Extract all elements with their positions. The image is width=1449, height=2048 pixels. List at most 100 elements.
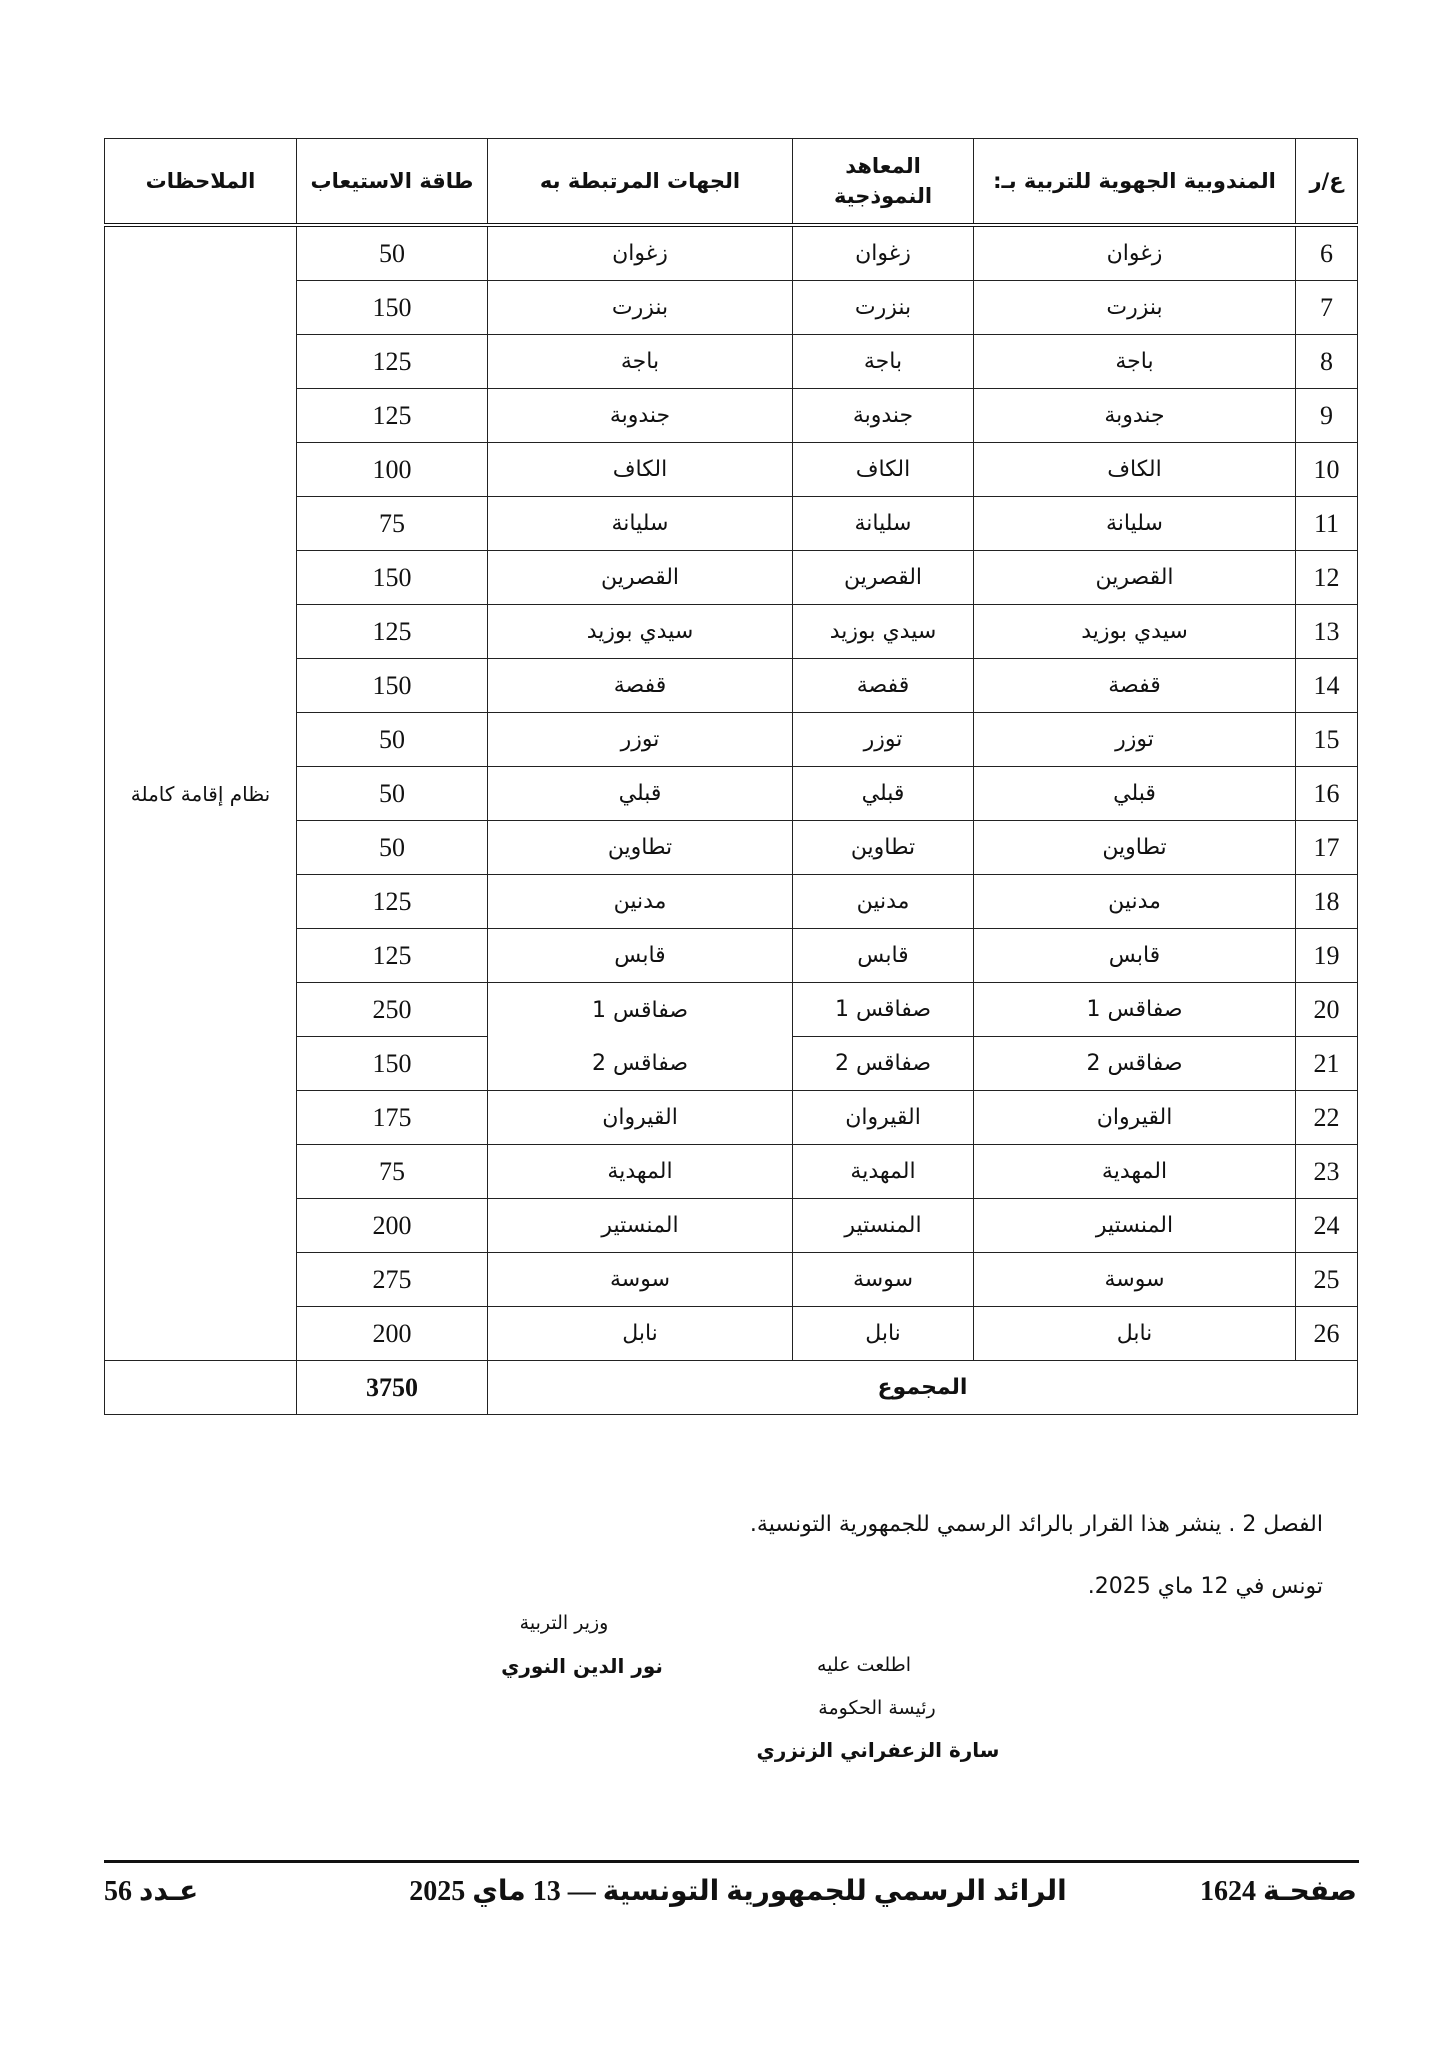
linked-cell: سوسة [487, 1252, 793, 1307]
row-number: 24 [1295, 1198, 1358, 1253]
table-row: 20 صفاقس 1 صفاقس 1 صفاقس 1 صفاقس 2 250 [105, 982, 1358, 1091]
capacity-cell: 275 [296, 1252, 488, 1307]
table-row: 22 القيروان القيروان القيروان 175 [105, 1090, 1358, 1145]
region-cell: المهدية [973, 1144, 1296, 1199]
institute-cell: مدنين [792, 874, 974, 929]
linked-cell: المهدية [487, 1144, 793, 1199]
capacity-cell: 75 [296, 1144, 488, 1199]
institute-cell: القيروان [792, 1090, 974, 1145]
row-number: 10 [1295, 442, 1358, 497]
row-number: 11 [1295, 496, 1358, 551]
date-line: تونس في 12 ماي 2025. [1087, 1574, 1323, 1599]
linked-cell: بنزرت [487, 280, 793, 335]
region-cell: سوسة [973, 1252, 1296, 1307]
capacity-cell: 125 [296, 928, 488, 983]
capacity-cell: 150 [296, 658, 488, 713]
linked-cell: مدنين [487, 874, 793, 929]
capacity-table: ع/ر المندوبية الجهوية للتربية بـ: المعاه… [104, 138, 1358, 1415]
table-row: 9 جندوبة جندوبة جندوبة 125 [105, 388, 1358, 443]
region-cell: نابل [973, 1306, 1296, 1361]
row-number: 19 [1295, 928, 1358, 983]
table-row: 8 باجة باجة باجة 125 [105, 334, 1358, 389]
row-number: 9 [1295, 388, 1358, 443]
region-cell: المنستير [973, 1198, 1296, 1253]
institute-cell: سليانة [792, 496, 974, 551]
institute-cell: نابل [792, 1306, 974, 1361]
capacity-cell: 150 [296, 1036, 488, 1091]
institute-cell: تطاوين [792, 820, 974, 875]
table-row: 13 سيدي بوزيد سيدي بوزيد سيدي بوزيد 125 [105, 604, 1358, 659]
institute-cell: القصرين [792, 550, 974, 605]
footer-divider [104, 1860, 1359, 1863]
capacity-cell: 250 [296, 982, 488, 1037]
header-number: ع/ر [1295, 138, 1358, 226]
capacity-cell: 175 [296, 1090, 488, 1145]
row-number: 18 [1295, 874, 1358, 929]
linked-cell: القيروان [487, 1090, 793, 1145]
row-number: 17 [1295, 820, 1358, 875]
region-cell: باجة [973, 334, 1296, 389]
linked-cell: توزر [487, 712, 793, 767]
linked-cell: قبلي [487, 766, 793, 821]
region-cell: القصرين [973, 550, 1296, 605]
region-cell: صفاقس 2 [973, 1036, 1296, 1091]
linked-cell: سيدي بوزيد [487, 604, 793, 659]
institute-cell: قفصة [792, 658, 974, 713]
region-cell: زغوان [973, 224, 1296, 281]
table-row: 18 مدنين مدنين مدنين 125 [105, 874, 1358, 929]
institute-cell: الكاف [792, 442, 974, 497]
table-row: 10 الكاف الكاف الكاف 100 [105, 442, 1358, 497]
capacity-cell: 50 [296, 766, 488, 821]
capacity-cell: 125 [296, 334, 488, 389]
footer-issue: عـدد 56 [104, 1876, 199, 1907]
region-cell: سيدي بوزيد [973, 604, 1296, 659]
region-cell: بنزرت [973, 280, 1296, 335]
row-number: 7 [1295, 280, 1358, 335]
linked-cell: القصرين [487, 550, 793, 605]
table-row: 23 المهدية المهدية المهدية 75 [105, 1144, 1358, 1199]
header-institute: المعاهد النموذجية [792, 138, 974, 226]
row-number: 26 [1295, 1306, 1358, 1361]
linked-cell: المنستير [487, 1198, 793, 1253]
linked-cell: زغوان [487, 224, 793, 281]
header-notes: الملاحظات [104, 138, 297, 226]
table-row: 12 القصرين القصرين القصرين 150 [105, 550, 1358, 605]
table-row: 16 قبلي قبلي قبلي 50 [105, 766, 1358, 821]
capacity-cell: 75 [296, 496, 488, 551]
seen-label: اطلعت عليه [816, 1654, 912, 1676]
region-cell: تطاوين [973, 820, 1296, 875]
pm-title: رئيسة الحكومة [818, 1697, 936, 1719]
header-region: المندوبية الجهوية للتربية بـ: [973, 138, 1296, 226]
institute-cell: جندوبة [792, 388, 974, 443]
capacity-cell: 50 [296, 712, 488, 767]
linked-cell: تطاوين [487, 820, 793, 875]
table-row: 25 سوسة سوسة سوسة 275 [105, 1252, 1358, 1307]
notes-cell: نظام إقامة كاملة [104, 224, 297, 1361]
institute-cell: المنستير [792, 1198, 974, 1253]
linked-cell: نابل [487, 1306, 793, 1361]
table-row: 26 نابل نابل نابل 200 [105, 1306, 1358, 1361]
total-row: المجموع 3750 [104, 1360, 1358, 1415]
institute-cell: سوسة [792, 1252, 974, 1307]
region-cell: سليانة [973, 496, 1296, 551]
table-header-row: ع/ر المندوبية الجهوية للتربية بـ: المعاه… [104, 138, 1358, 226]
footer-page: صفحـة 1624 [1200, 1876, 1357, 1907]
capacity-cell: 125 [296, 874, 488, 929]
linked-cell: باجة [487, 334, 793, 389]
table-row: 21 صفاقس 2 صفاقس 2 150 [105, 1036, 1358, 1091]
region-cell: القيروان [973, 1090, 1296, 1145]
region-cell: توزر [973, 712, 1296, 767]
total-capacity: 3750 [296, 1360, 488, 1415]
capacity-cell: 125 [296, 604, 488, 659]
capacity-cell: 125 [296, 388, 488, 443]
table-row: 14 قفصة قفصة قفصة 150 [105, 658, 1358, 713]
region-cell: قفصة [973, 658, 1296, 713]
linked-line: صفاقس 2 [591, 1050, 689, 1076]
article-text: الفصل 2 . ينشر هذا القرار بالرائد الرسمي… [749, 1512, 1323, 1537]
linked-cell: الكاف [487, 442, 793, 497]
institute-cell: سيدي بوزيد [792, 604, 974, 659]
table-row: 7 بنزرت بنزرت بنزرت 150 [105, 280, 1358, 335]
region-cell: قابس [973, 928, 1296, 983]
capacity-cell: 50 [296, 820, 488, 875]
row-number: 25 [1295, 1252, 1358, 1307]
